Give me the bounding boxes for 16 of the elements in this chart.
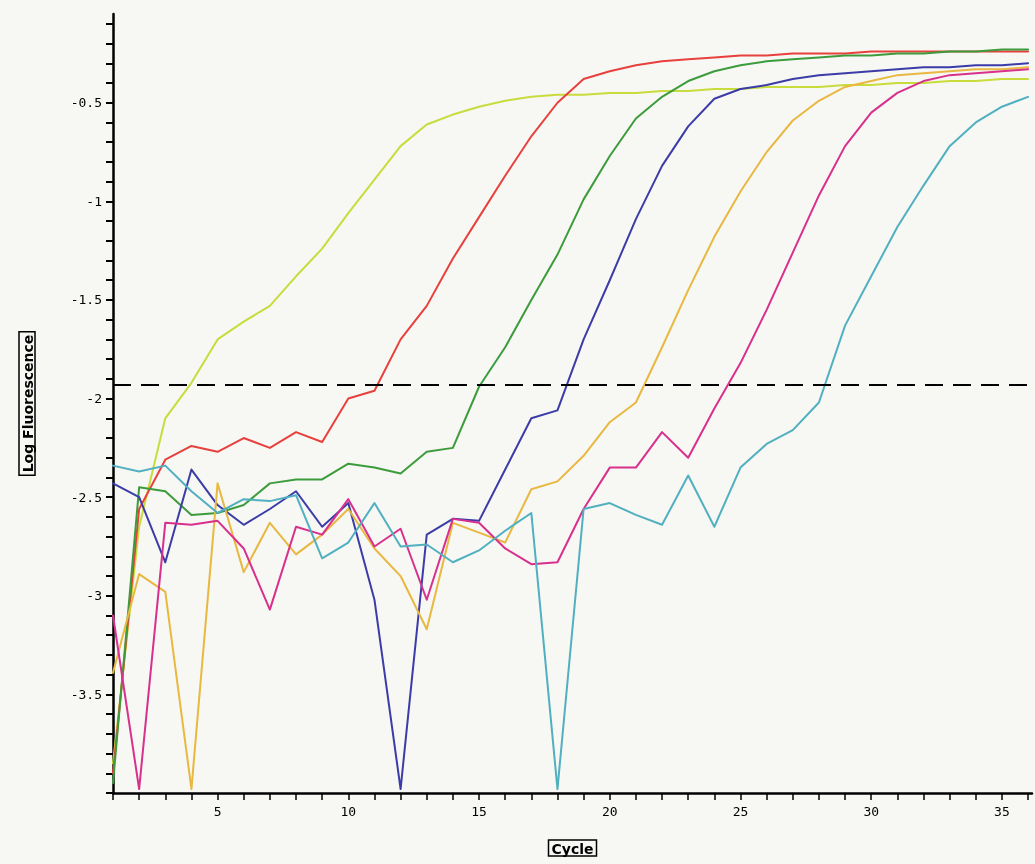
x-tick-label: 25 bbox=[732, 804, 749, 819]
y-tick-label: -1.5 bbox=[70, 292, 102, 308]
x-tick-label: 30 bbox=[863, 804, 880, 819]
y-tick-label: -1 bbox=[86, 193, 102, 209]
y-axis-title: Log Fluorescence bbox=[20, 334, 36, 473]
y-tick-label: -0.5 bbox=[70, 95, 102, 111]
x-tick-label: 15 bbox=[471, 804, 487, 819]
x-tick-label: 35 bbox=[994, 804, 1010, 819]
y-tick-label: -3.5 bbox=[70, 686, 102, 702]
x-tick-label: 20 bbox=[601, 804, 618, 819]
x-axis-title: Cycle bbox=[551, 841, 594, 857]
y-tick-label: -2 bbox=[86, 391, 102, 407]
y-tick-label: -3 bbox=[86, 588, 102, 604]
x-tick-label: 5 bbox=[213, 804, 222, 819]
x-tick-label: 10 bbox=[340, 804, 357, 819]
y-tick-label: -2.5 bbox=[70, 489, 102, 505]
